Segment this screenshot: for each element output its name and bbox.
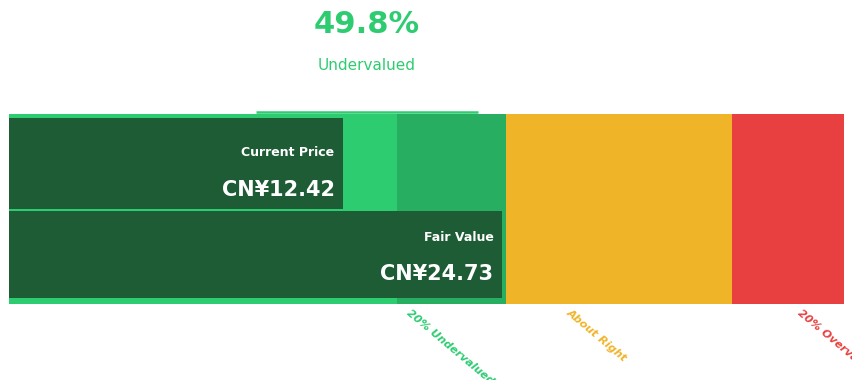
Text: 20% Overvalued: 20% Overvalued — [794, 308, 852, 380]
Bar — [618, 114, 731, 304]
Bar — [505, 114, 618, 304]
Bar — [9, 118, 343, 209]
Text: About Right: About Right — [564, 308, 629, 364]
Text: Undervalued: Undervalued — [318, 59, 415, 73]
Text: Current Price: Current Price — [241, 146, 334, 158]
Text: CN¥12.42: CN¥12.42 — [222, 180, 334, 200]
Text: 49.8%: 49.8% — [314, 10, 419, 39]
Text: Fair Value: Fair Value — [423, 231, 492, 244]
Bar — [9, 114, 397, 304]
Bar — [397, 114, 505, 304]
Bar — [9, 211, 501, 298]
Text: 20% Undervalued: 20% Undervalued — [405, 308, 496, 380]
Bar — [731, 114, 843, 304]
Text: CN¥24.73: CN¥24.73 — [380, 264, 492, 283]
